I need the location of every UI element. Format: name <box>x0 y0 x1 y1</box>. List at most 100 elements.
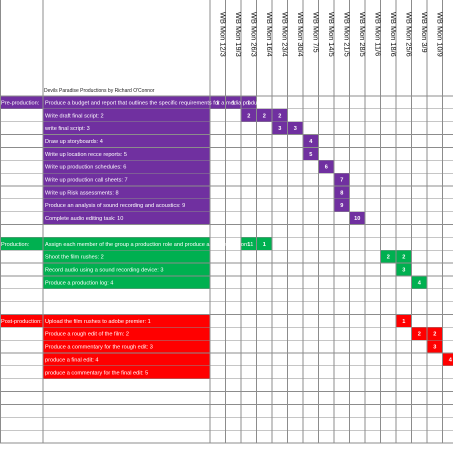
task-label: Complete audio editing task: 10 <box>45 216 123 222</box>
gantt-mark-label: 1 <box>232 100 235 106</box>
gantt-bar-cell <box>396 250 412 264</box>
gantt-bar-cell <box>334 173 350 186</box>
task-label: Produce a rough edit of the film: 2 <box>45 332 129 338</box>
week-header: WB Mon 19/3 <box>234 12 243 57</box>
gantt-mark-label: 2 <box>418 332 421 338</box>
week-header: WB Mon 10/9 <box>435 12 444 57</box>
category-cell-production <box>0 237 43 251</box>
task-label: Write draft final script: 2 <box>45 113 104 119</box>
task-cell-fill <box>43 211 210 225</box>
gantt-mark-label: 3 <box>433 345 436 351</box>
task-cell-fill <box>43 263 210 276</box>
gantt-mark-label: 3 <box>402 267 405 273</box>
gantt-bar-cell <box>225 96 241 109</box>
task-label: Record audio using a sound recording dev… <box>45 267 163 273</box>
task-marks: 11122233456789101122341223445 <box>216 100 453 363</box>
week-header: WB Mon 23/4 <box>280 12 289 57</box>
gantt-bar-cell <box>303 134 319 148</box>
task-cell-fill <box>43 147 210 161</box>
gantt-mark-label: 1 <box>216 100 219 106</box>
sheet-title: Devils Paradise Productions by Richard O… <box>44 88 155 94</box>
gantt-mark-label: 2 <box>278 113 281 119</box>
gantt-bar-cell <box>349 211 365 225</box>
gantt-bar-cell <box>334 198 350 212</box>
task-label: Write up Risk assessments: 8 <box>45 190 119 196</box>
task-label: Draw up storyboards: 4 <box>45 139 103 145</box>
task-cell-fill <box>43 250 210 264</box>
gantt-mark-label: 2 <box>387 255 390 261</box>
task-cell-fill <box>43 160 210 174</box>
task-cell-fill <box>43 365 210 379</box>
task-cell-fill <box>43 314 210 328</box>
gantt-mark-label: 5 <box>309 152 312 158</box>
gantt-bar-cell <box>442 353 453 366</box>
week-header-row: WB Mon 12/3 WB Mon 19/3 WB Mon 26/3 WB Mon … <box>218 12 453 57</box>
gantt-bar-cell <box>256 237 272 251</box>
category-label-pre: Pre-production: <box>1 100 40 106</box>
gantt-mark-label: 4 <box>418 280 422 286</box>
gantt-mark-label: 3 <box>294 126 297 132</box>
gantt-mark-label: 4 <box>309 139 313 145</box>
task-cell-fill <box>43 353 210 366</box>
category-label-production: Production: <box>1 242 30 248</box>
task-label: Produce an analysis of sound recording a… <box>45 203 185 209</box>
gantt-mark-label: 8 <box>340 190 343 196</box>
gantt-bar-cell <box>411 275 427 289</box>
task-label: Shoot the film rushes: 2 <box>45 255 104 261</box>
gantt-mark-label: 6 <box>325 165 328 171</box>
category-cell-post <box>0 314 43 328</box>
task-cell-fill <box>43 185 210 199</box>
gantt-mark-label: 1 <box>247 242 250 248</box>
category-label-post: Post-production: <box>1 319 42 325</box>
gantt-bar-cell <box>427 327 443 341</box>
task-label: produce a final edit: 4 <box>45 357 99 363</box>
task-label: Produce a budget and report that outline… <box>45 100 275 106</box>
gantt-bar-cell <box>287 121 303 135</box>
task-label: produce a commentary for the final edit:… <box>45 370 148 376</box>
gantt-mark-label: 1 <box>402 319 405 325</box>
task-cell-fill <box>43 275 210 289</box>
task-label: Upload the film rushes to adobe premier:… <box>45 319 151 325</box>
gantt-bar-cell <box>241 108 257 122</box>
task-rows: Pre-production: Produce a budget and repo… <box>1 100 275 376</box>
task-cell-fill <box>43 198 210 212</box>
task-label: Write up production call sheets: 7 <box>45 178 128 184</box>
task-label: Write up production schedules: 6 <box>45 165 126 171</box>
week-header: WB Mon 26/3 <box>249 12 258 57</box>
week-header: WB Mon 11/6 <box>373 12 382 56</box>
gantt-bar-cell <box>272 108 288 122</box>
task-cell-fill <box>43 134 210 148</box>
gantt-mark-label: 9 <box>340 203 343 209</box>
task-cell-fill <box>43 96 210 109</box>
gantt-bar-cell <box>210 96 226 109</box>
task-cell-fill <box>43 121 210 135</box>
task-cell-fill <box>43 237 210 251</box>
week-header: WB Mon 21/5 <box>342 12 351 57</box>
gantt-mark-label: 2 <box>402 255 405 261</box>
gantt-bar-cell <box>241 237 257 251</box>
week-header: WB Mon 12/3 <box>218 12 227 57</box>
cell-fills <box>0 96 453 379</box>
gantt-mark-label: 3 <box>278 126 281 132</box>
week-header: WB Mon 28/5 <box>358 12 367 57</box>
task-label: Produce a production log: 4 <box>45 280 113 286</box>
gantt-bar-cell <box>256 108 272 122</box>
week-header: WB Mon 18/6 <box>389 12 398 57</box>
gantt-bar-cell <box>396 263 412 276</box>
task-cell-fill <box>43 108 210 122</box>
week-header: WB Mon 7/5 <box>311 12 320 53</box>
task-label: Produce a commentary for the rough edit:… <box>45 345 153 351</box>
task-cell-fill <box>43 327 210 341</box>
gantt-bar-cell <box>380 250 396 264</box>
gantt-mark-label: 2 <box>433 332 436 338</box>
gantt-mark-label: 1 <box>263 242 266 248</box>
gantt-bar-cell <box>303 147 319 161</box>
week-header: WB Mon 25/6 <box>404 12 413 57</box>
task-label: write final script: 3 <box>44 126 90 132</box>
gantt-mark-label: 1 <box>247 100 250 106</box>
gantt-mark-label: 2 <box>247 113 250 119</box>
gantt-mark-label: 7 <box>340 178 343 184</box>
gantt-bar-cell <box>272 121 288 135</box>
gantt-bar-cell <box>318 160 334 174</box>
